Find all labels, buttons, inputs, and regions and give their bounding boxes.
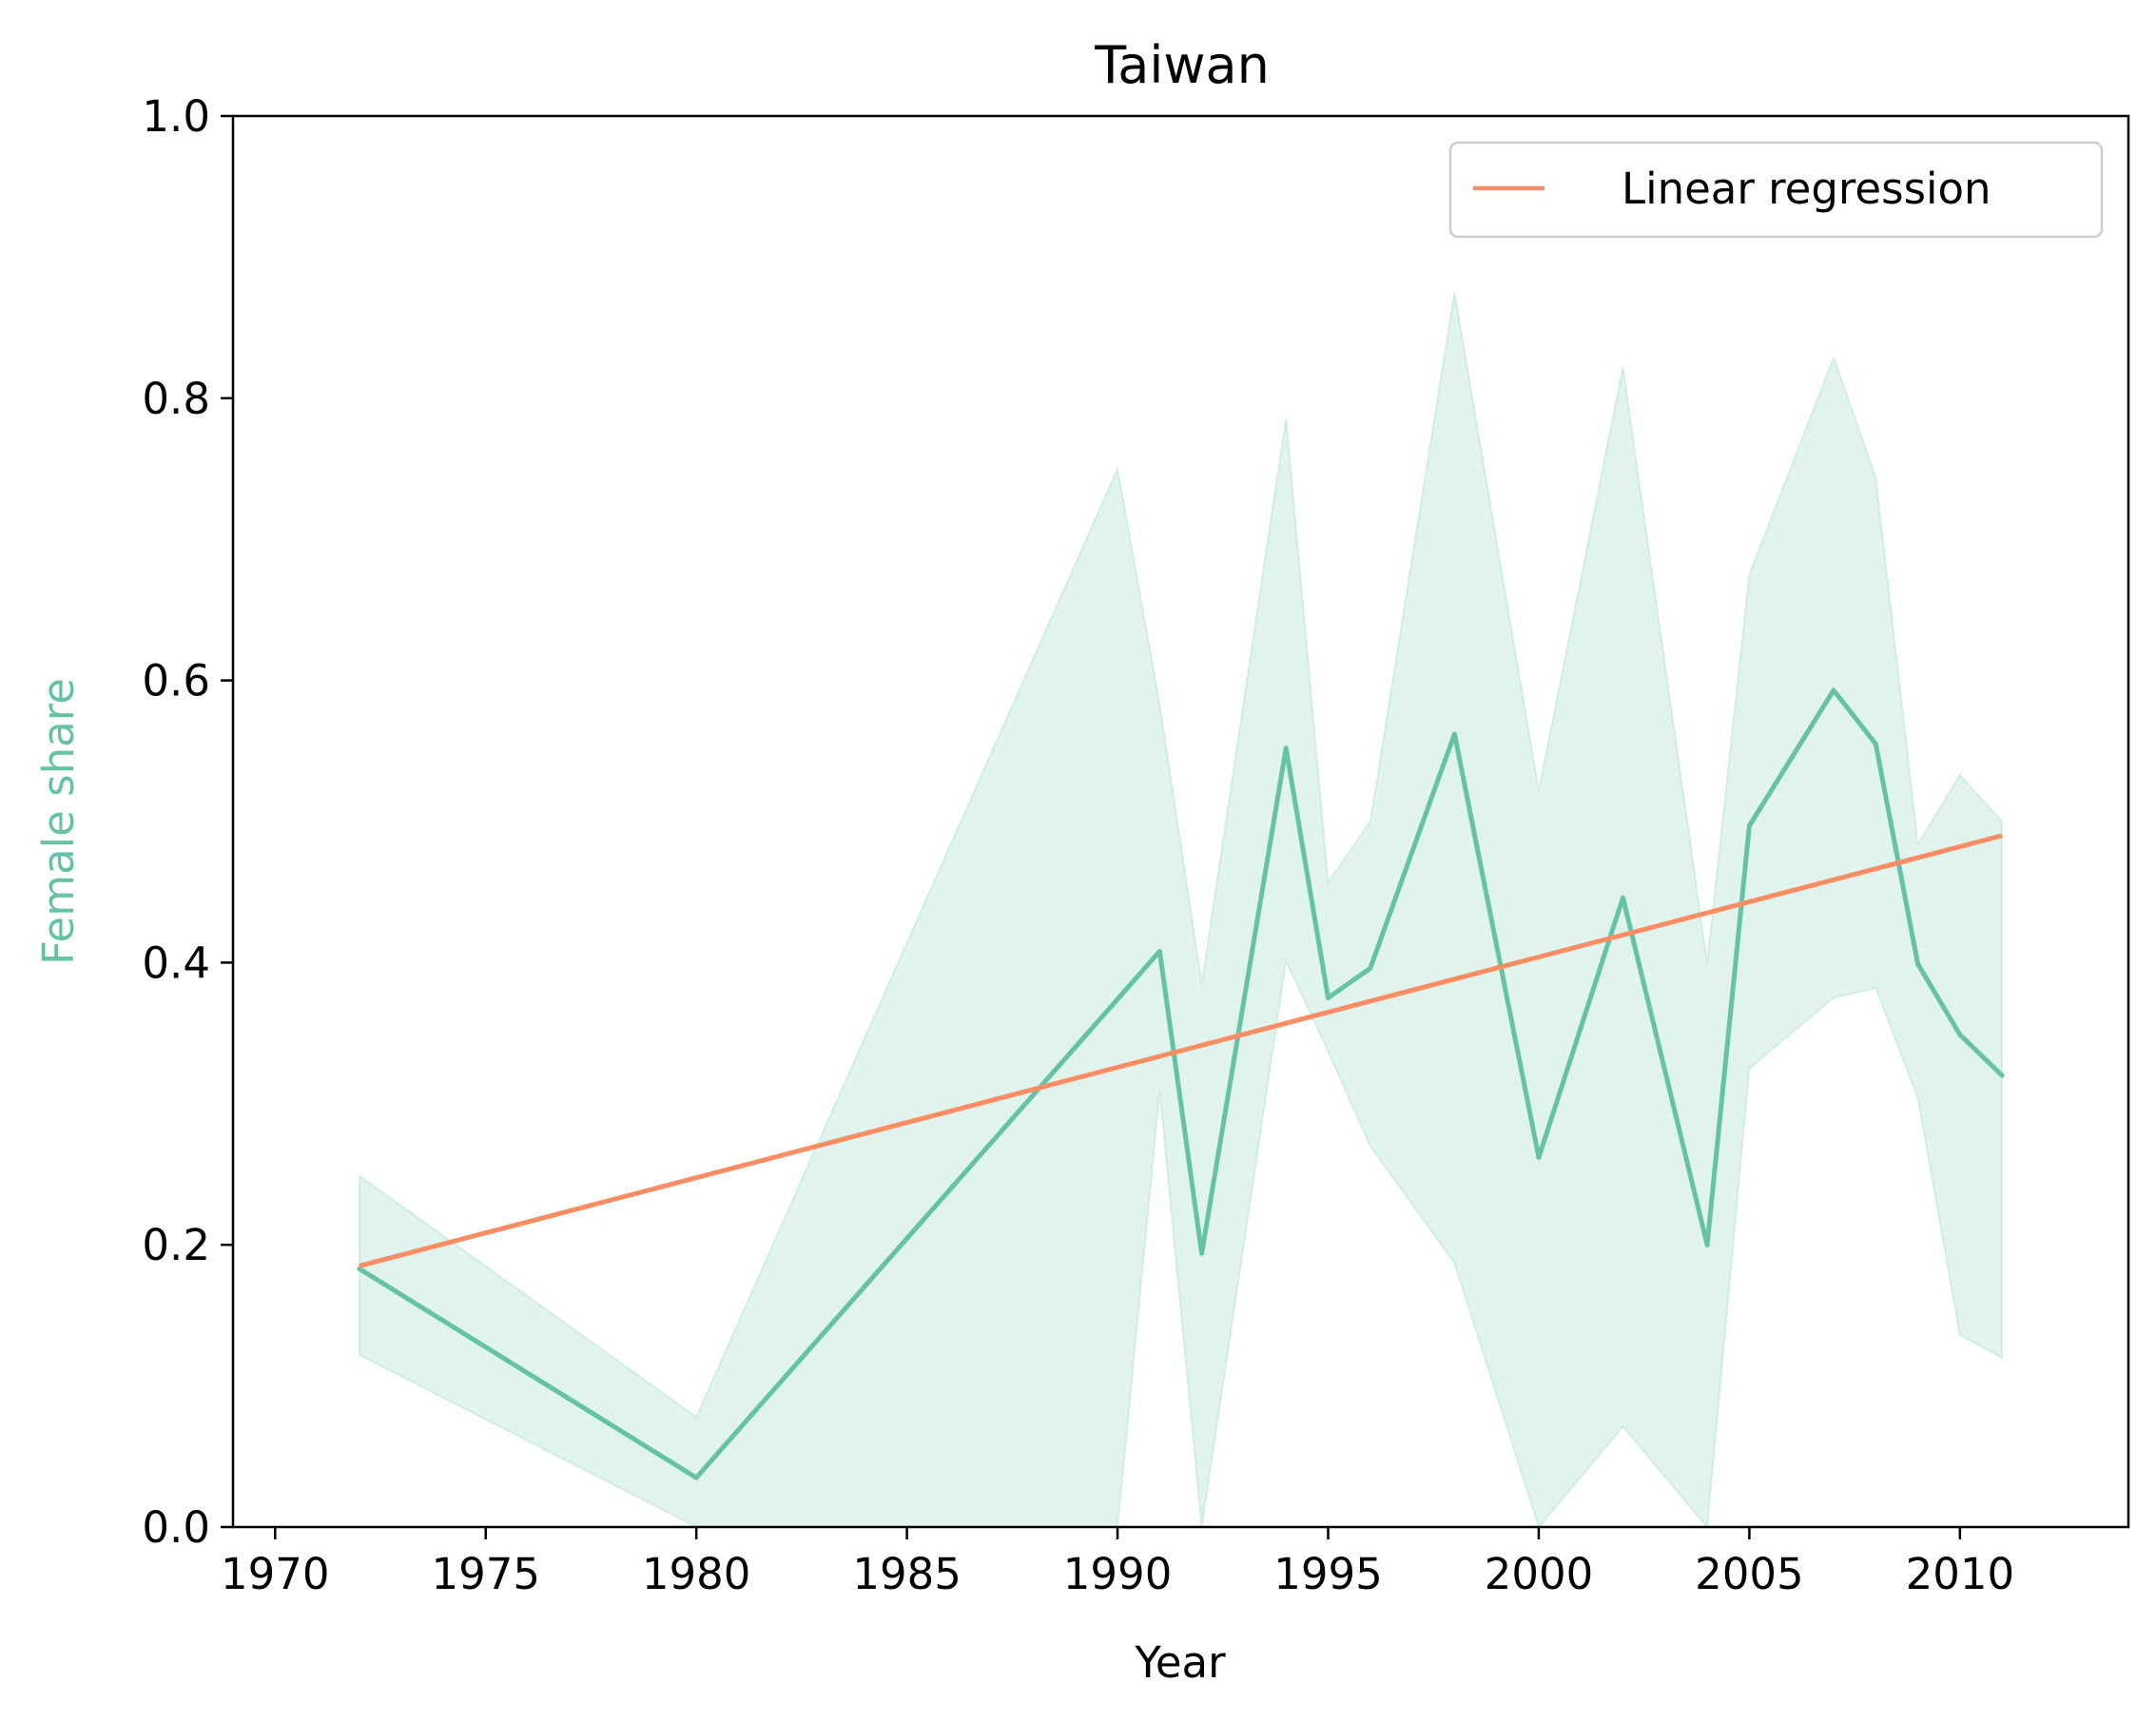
x-tick-label: 1995 [1273,1549,1383,1599]
data-point [1957,1032,1963,1037]
x-tick-label: 2005 [1695,1549,1804,1599]
x-tick-label: 1985 [852,1549,961,1599]
linear-regression-line [359,833,2003,1268]
x-tick-label: 1980 [642,1549,751,1599]
data-point [1368,965,1373,971]
legend: Linear regression [1448,141,2104,239]
x-tick-label: 2000 [1485,1549,1594,1599]
data-point [1873,741,1878,746]
x-axis: 1970 1975 1980 1985 1990 1995 2000 2005 2010 [221,1527,2014,1599]
x-tick-label: 1970 [221,1549,330,1599]
y-tick-label: 0.8 [142,374,210,424]
y-axis-title: Female share [33,678,84,965]
y-axis: 0.0 0.2 0.4 0.6 0.8 1.0 [142,91,233,1553]
data-point [1915,961,1921,967]
legend-frame [1448,141,2104,239]
y-tick-label: 0.6 [142,656,210,706]
data-point [1199,1250,1205,1256]
data-point [1326,996,1331,1000]
x-axis-title: Year [1134,1637,1226,1688]
legend-label-linear-regression: Linear regression [1622,164,1991,214]
plot-area [357,292,2005,1530]
data-point [1451,731,1457,737]
y-tick-label: 0.2 [142,1220,210,1270]
data-point [1283,745,1289,751]
axes-frame [231,114,2130,1529]
x-tick-label: 1975 [431,1549,540,1599]
data-point [1999,1073,2005,1078]
confidence-band [358,292,2004,1530]
data-point [1156,949,1162,954]
y-tick-label: 0.0 [142,1502,210,1553]
chart-title: Taiwan [1094,35,1270,95]
x-tick-label: 2010 [1906,1549,2015,1599]
data-point [693,1475,699,1480]
data-point [1704,1242,1710,1247]
y-tick-label: 1.0 [142,91,210,142]
data-point [1621,895,1625,900]
data-point [1831,687,1836,693]
y-tick-label: 0.4 [142,938,210,988]
data-point [1746,823,1752,828]
x-tick-label: 1990 [1063,1549,1173,1599]
data-point [1536,1154,1542,1160]
